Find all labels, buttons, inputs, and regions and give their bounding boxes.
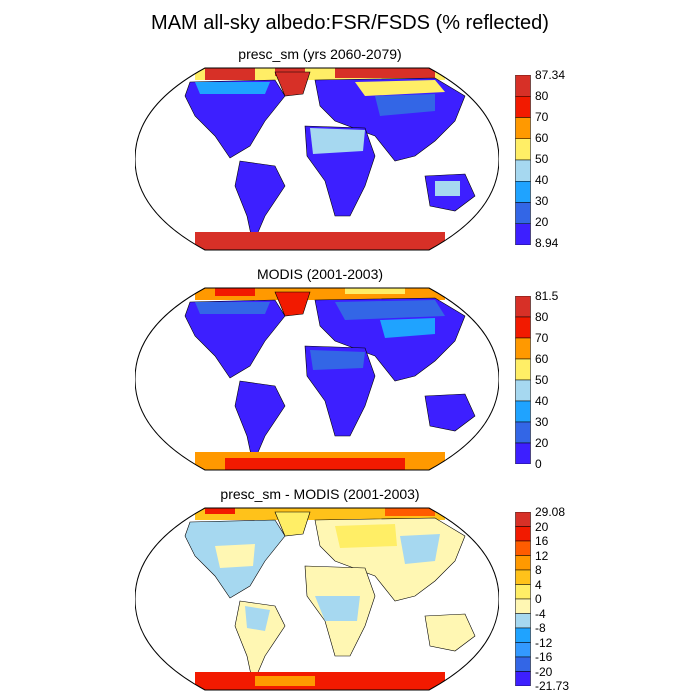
cb2-label-1: 80 (535, 310, 549, 324)
cb2-label-4: 50 (535, 373, 549, 387)
panel-2-title: MODIS (2001-2003) (256, 266, 384, 282)
cb1-label-5: 40 (535, 173, 549, 187)
cb3-label-4: 8 (535, 563, 542, 577)
colorbar-3-swatch (515, 613, 531, 629)
map-difference (135, 507, 499, 691)
cb3-label-5: 4 (535, 578, 542, 592)
cb1-label-7: 20 (535, 215, 549, 229)
greenland (274, 71, 311, 97)
cb3-label-8: -8 (535, 621, 546, 635)
colorbar-2-swatch (515, 358, 531, 381)
cb2-label-5: 40 (535, 394, 549, 408)
panel-3-title: presc_sm - MODIS (2001-2003) (220, 486, 420, 502)
colorbar-2-swatch (515, 442, 531, 464)
colorbar-1 (515, 75, 531, 245)
colorbar-3-swatch (515, 540, 531, 556)
colorbar-2-swatch (515, 337, 531, 360)
figure-title: MAM all-sky albedo:FSR/FSDS (% reflected… (151, 12, 549, 34)
map-modis (135, 287, 499, 471)
colorbar-3-swatch (515, 584, 531, 600)
cb2-label-6: 30 (535, 415, 549, 429)
colorbar-3-swatch (515, 569, 531, 585)
cb1-label-3: 60 (535, 131, 549, 145)
colorbar-1-swatch (515, 75, 531, 97)
north-america (184, 79, 286, 159)
colorbar-3-swatch (515, 627, 531, 643)
cb2-label-0: 81.5 (535, 289, 559, 303)
colorbar-3-swatch (515, 598, 531, 614)
cb1-label-6: 30 (535, 194, 549, 208)
colorbar-3-swatch (515, 512, 531, 527)
cb3-label-3: 12 (535, 549, 549, 563)
cb1-label-1: 80 (535, 89, 549, 103)
cb3-label-7: -4 (535, 607, 546, 621)
colorbar-3 (515, 512, 531, 686)
colorbar-1-swatch (515, 117, 531, 139)
colorbar-3-swatch (515, 642, 531, 658)
cb3-label-10: -16 (535, 650, 553, 664)
colorbar-3-swatch (515, 555, 531, 571)
cb3-label-0: 29.08 (535, 505, 566, 519)
colorbar-1-swatch (515, 138, 531, 161)
cb1-label-4: 50 (535, 152, 549, 166)
colorbar-2-swatch (515, 421, 531, 444)
cb3-label-6: 0 (535, 592, 542, 606)
colorbar-3-swatch (515, 526, 531, 542)
colorbar-1-swatch (515, 96, 531, 118)
cb3-label-9: -12 (535, 636, 553, 650)
colorbar-3-swatch (515, 671, 531, 686)
cb2-label-2: 70 (535, 331, 549, 345)
cb1-label-8: 8.94 (535, 236, 559, 250)
cb3-label-11: -20 (535, 665, 553, 679)
colorbar-2-swatch (515, 316, 531, 339)
cb3-label-12: -21.73 (535, 679, 570, 693)
cb3-label-2: 16 (535, 534, 549, 548)
colorbar-1-swatch (515, 159, 531, 182)
colorbar-1-swatch (515, 223, 531, 245)
colorbar-1-swatch (515, 181, 531, 203)
colorbar-2-swatch (515, 379, 531, 402)
cb1-label-0: 87.34 (535, 68, 566, 82)
cb2-label-8: 0 (535, 457, 542, 471)
colorbar-2-swatch (515, 400, 531, 423)
colorbar-3-swatch (515, 656, 531, 672)
cb1-label-2: 70 (535, 110, 549, 124)
cb3-label-1: 20 (535, 520, 549, 534)
colorbar-2-swatch (515, 296, 531, 318)
map-presc-sm (135, 67, 499, 251)
south-america (234, 160, 286, 245)
colorbar-2 (515, 296, 531, 464)
colorbar-1-swatch (515, 202, 531, 224)
cb2-label-3: 60 (535, 352, 549, 366)
panel-1-title: presc_sm (yrs 2060-2079) (238, 46, 402, 62)
cb2-label-7: 20 (535, 436, 549, 450)
